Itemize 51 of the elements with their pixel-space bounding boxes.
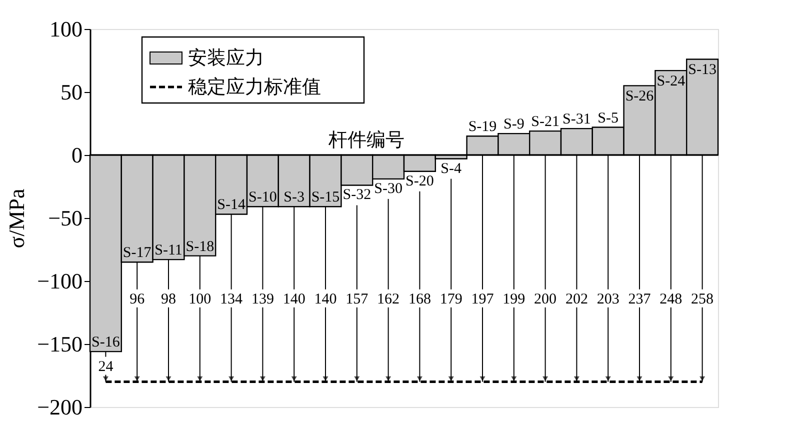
annotation: 202 bbox=[565, 291, 588, 308]
x-tick-label: S-4 bbox=[440, 160, 462, 177]
annotation: 248 bbox=[660, 291, 682, 308]
annotation: 98 bbox=[161, 291, 176, 308]
annotation: 134 bbox=[220, 291, 244, 308]
x-tick-label: S-14 bbox=[217, 197, 246, 214]
annotation: 100 bbox=[188, 291, 212, 308]
x-tick-label: S-16 bbox=[92, 334, 120, 351]
x-tick-label: S-15 bbox=[311, 190, 340, 206]
annotation: 237 bbox=[628, 291, 652, 308]
x-tick-label: S-24 bbox=[656, 74, 686, 90]
x-axis-title: 杆件编号 bbox=[327, 129, 404, 151]
annotation: 197 bbox=[471, 291, 494, 308]
x-tick-label: S-11 bbox=[154, 242, 182, 259]
annotation: 24 bbox=[98, 358, 114, 375]
x-tick-label: S-19 bbox=[468, 119, 497, 136]
y-tick-label: 0 bbox=[72, 142, 82, 168]
annotation: 168 bbox=[408, 291, 431, 308]
x-tick-label: S-30 bbox=[374, 180, 402, 197]
y-tick-label: −150 bbox=[37, 332, 82, 356]
y-tick-label: 100 bbox=[50, 16, 82, 42]
x-tick-label: S-10 bbox=[248, 190, 277, 206]
x-tick-label: S-3 bbox=[284, 190, 305, 206]
x-tick-label: S-31 bbox=[562, 112, 591, 128]
x-tick-label: S-9 bbox=[503, 116, 524, 133]
y-tick-label: −50 bbox=[48, 206, 82, 230]
legend-label: 安装应力 bbox=[188, 47, 264, 69]
annotation: 200 bbox=[534, 291, 557, 308]
y-axis-title: σ/MPa bbox=[4, 188, 30, 248]
annotation: 179 bbox=[440, 291, 462, 308]
x-tick-label: S-18 bbox=[186, 238, 214, 255]
x-tick-label: S-13 bbox=[688, 62, 716, 78]
annotation: 96 bbox=[130, 291, 146, 308]
annotation: 162 bbox=[377, 291, 400, 308]
annotation: 258 bbox=[691, 291, 714, 308]
x-tick-label: S-20 bbox=[406, 173, 434, 190]
annotation: 140 bbox=[314, 291, 337, 308]
legend-label: 稳定应力标准值 bbox=[188, 76, 321, 98]
y-tick-label: 50 bbox=[60, 80, 82, 104]
annotation: 139 bbox=[251, 291, 274, 308]
x-tick-label: S-17 bbox=[122, 245, 152, 262]
x-tick-label: S-21 bbox=[531, 114, 560, 130]
annotation: 199 bbox=[502, 291, 526, 308]
annotation: 140 bbox=[282, 291, 306, 308]
y-tick-label: −200 bbox=[37, 394, 82, 420]
x-tick-label: S-32 bbox=[342, 187, 372, 204]
y-tick-label: −100 bbox=[37, 268, 82, 294]
annotation: 203 bbox=[596, 291, 620, 308]
annotation: 157 bbox=[346, 291, 369, 308]
x-tick-label: S-5 bbox=[598, 110, 619, 126]
x-tick-label: S-26 bbox=[625, 88, 654, 105]
